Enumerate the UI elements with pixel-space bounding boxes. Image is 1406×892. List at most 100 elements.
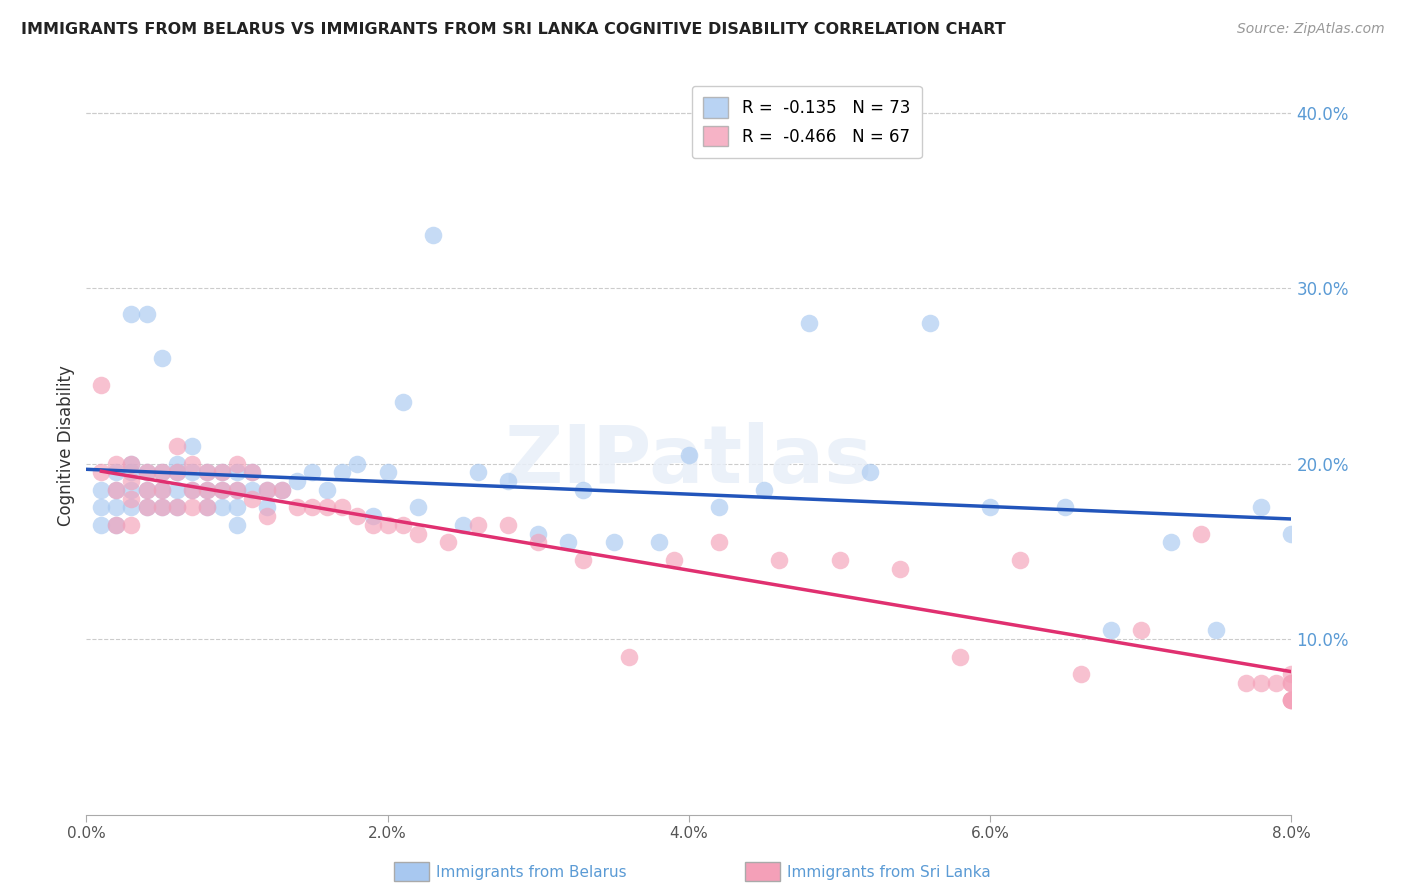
Point: [949, 649, 972, 664]
Point: [467, 518, 489, 533]
Point: [226, 500, 249, 515]
Point: [166, 483, 188, 497]
Point: [211, 465, 233, 479]
Point: [572, 483, 595, 497]
Point: [105, 465, 128, 479]
Point: [316, 483, 339, 497]
Point: [361, 518, 384, 533]
Point: [195, 465, 218, 479]
Point: [121, 457, 143, 471]
Point: [572, 553, 595, 567]
Point: [256, 500, 278, 515]
Point: [135, 465, 157, 479]
Point: [617, 649, 640, 664]
Point: [256, 509, 278, 524]
Point: [1281, 693, 1303, 707]
Point: [195, 465, 218, 479]
Point: [859, 465, 882, 479]
Point: [180, 483, 202, 497]
Point: [150, 465, 173, 479]
Point: [602, 535, 624, 549]
Point: [406, 526, 429, 541]
Legend: R =  -0.135   N = 73, R =  -0.466   N = 67: R = -0.135 N = 73, R = -0.466 N = 67: [692, 86, 921, 158]
Point: [121, 465, 143, 479]
Point: [527, 526, 550, 541]
Point: [105, 518, 128, 533]
Point: [332, 465, 354, 479]
Text: IMMIGRANTS FROM BELARUS VS IMMIGRANTS FROM SRI LANKA COGNITIVE DISABILITY CORREL: IMMIGRANTS FROM BELARUS VS IMMIGRANTS FR…: [21, 22, 1005, 37]
Point: [90, 518, 112, 533]
Point: [768, 553, 790, 567]
Point: [150, 465, 173, 479]
Point: [1250, 500, 1272, 515]
Point: [195, 500, 218, 515]
Point: [828, 553, 851, 567]
Point: [166, 500, 188, 515]
Point: [346, 509, 368, 524]
Point: [166, 465, 188, 479]
Point: [211, 500, 233, 515]
Point: [211, 465, 233, 479]
Point: [180, 500, 202, 515]
Text: Source: ZipAtlas.com: Source: ZipAtlas.com: [1237, 22, 1385, 37]
Point: [166, 465, 188, 479]
Point: [1281, 667, 1303, 681]
Point: [90, 465, 112, 479]
Point: [180, 483, 202, 497]
Point: [180, 465, 202, 479]
Point: [121, 483, 143, 497]
Point: [121, 474, 143, 488]
Point: [150, 500, 173, 515]
Point: [1281, 676, 1303, 690]
Point: [557, 535, 579, 549]
Point: [271, 483, 294, 497]
Point: [256, 483, 278, 497]
Point: [240, 491, 263, 506]
Point: [240, 483, 263, 497]
Point: [226, 457, 249, 471]
Point: [105, 518, 128, 533]
Point: [1189, 526, 1212, 541]
Point: [90, 483, 112, 497]
Point: [1205, 624, 1227, 638]
Point: [195, 500, 218, 515]
Point: [150, 483, 173, 497]
Point: [226, 483, 249, 497]
Point: [285, 500, 308, 515]
Point: [121, 500, 143, 515]
Point: [105, 457, 128, 471]
Point: [437, 535, 460, 549]
Point: [195, 483, 218, 497]
Point: [467, 465, 489, 479]
Point: [240, 465, 263, 479]
Point: [211, 483, 233, 497]
Point: [754, 483, 776, 497]
Point: [240, 465, 263, 479]
Point: [1010, 553, 1032, 567]
Point: [90, 500, 112, 515]
Point: [135, 500, 157, 515]
Point: [90, 377, 112, 392]
Text: Immigrants from Sri Lanka: Immigrants from Sri Lanka: [787, 865, 991, 880]
Point: [121, 491, 143, 506]
Point: [346, 457, 368, 471]
Point: [1281, 693, 1303, 707]
Point: [361, 509, 384, 524]
Point: [918, 316, 941, 330]
Point: [1250, 676, 1272, 690]
Point: [180, 457, 202, 471]
Point: [707, 535, 730, 549]
Point: [150, 351, 173, 366]
Point: [166, 457, 188, 471]
Point: [799, 316, 821, 330]
Point: [377, 518, 399, 533]
Point: [166, 500, 188, 515]
Point: [271, 483, 294, 497]
Point: [496, 518, 519, 533]
Point: [301, 465, 323, 479]
Point: [316, 500, 339, 515]
Point: [135, 500, 157, 515]
Point: [226, 465, 249, 479]
Y-axis label: Cognitive Disability: Cognitive Disability: [58, 366, 75, 526]
Point: [121, 307, 143, 321]
